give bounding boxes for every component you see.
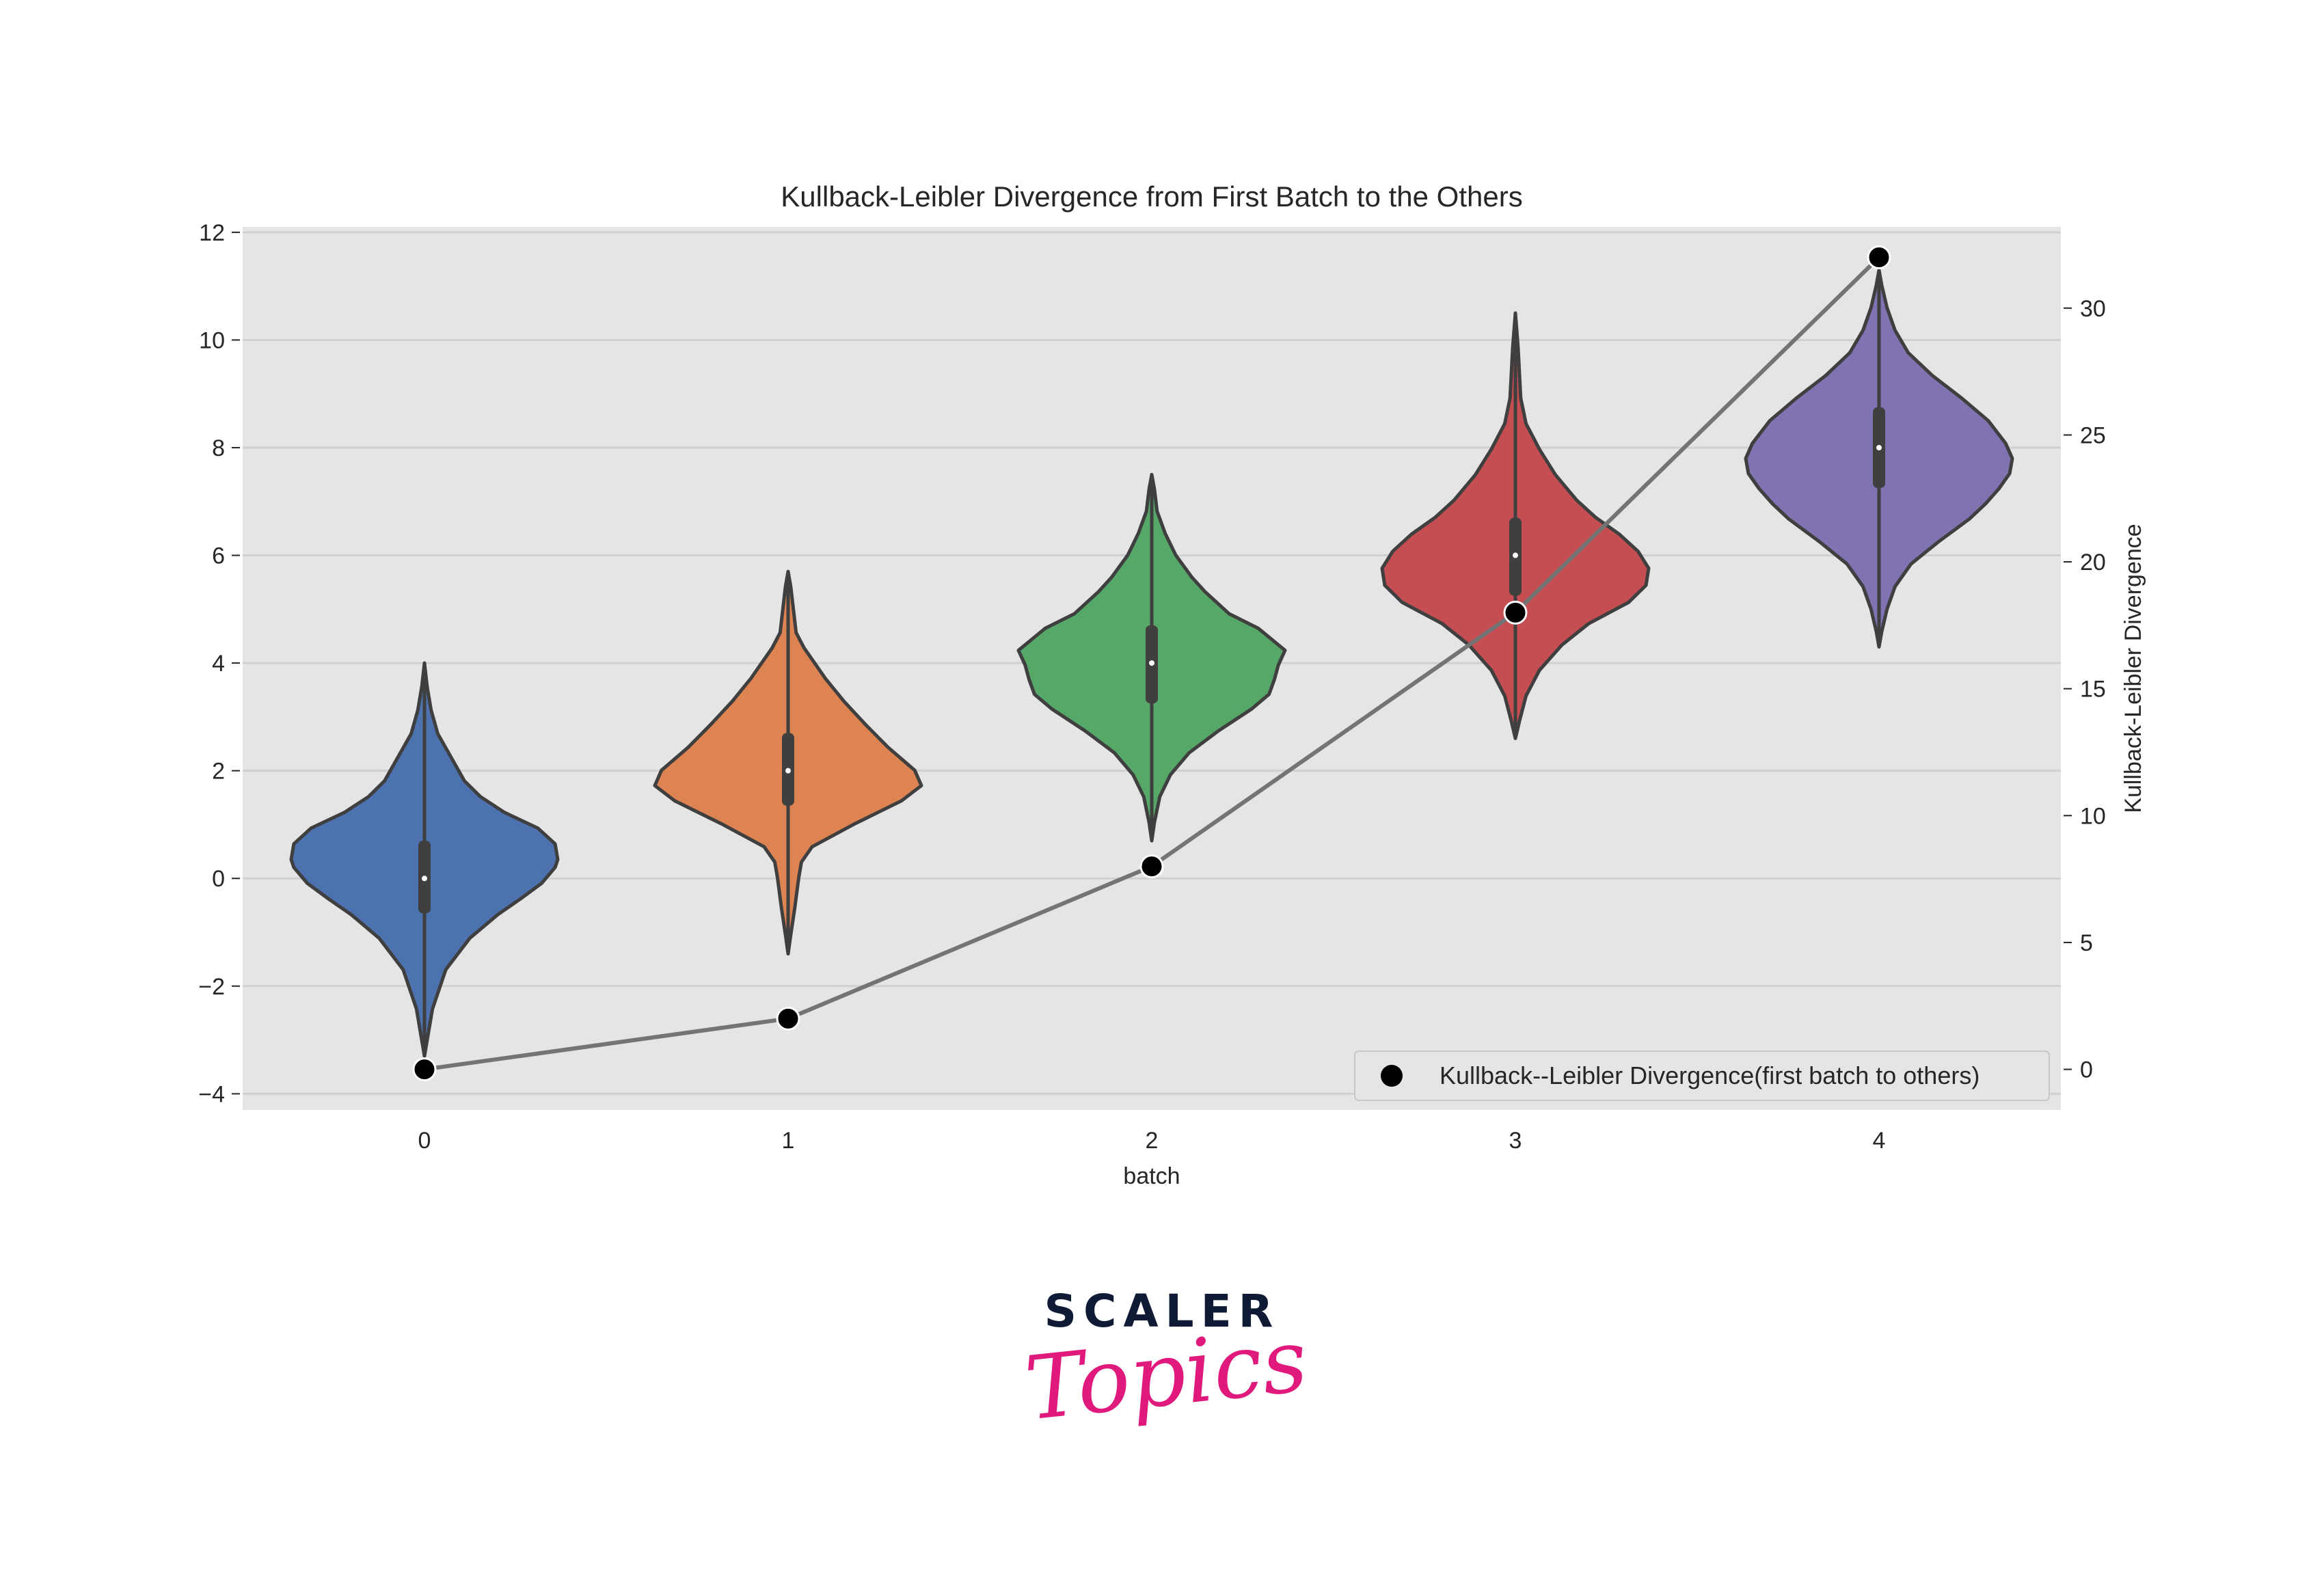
kl-point-0 <box>412 1057 437 1082</box>
violin-median-4 <box>1876 445 1882 450</box>
kl-point-2 <box>1139 854 1164 879</box>
violin-median-1 <box>785 768 791 774</box>
logo-top-text: SCALER <box>1044 1285 1280 1338</box>
violin-median-2 <box>1149 660 1154 666</box>
x-tick-label: 1 <box>782 1128 795 1154</box>
right-y-tick-label: 30 <box>2080 296 2106 322</box>
left-y-tick-label: −4 <box>198 1081 225 1107</box>
scaler-topics-logo: SCALER Topics <box>1021 1285 1312 1476</box>
left-y-tick-label: −2 <box>198 974 225 1000</box>
legend: Kullback--Leibler Divergence(first batch… <box>1354 1050 2050 1101</box>
x-axis-label: batch <box>1123 1163 1180 1189</box>
legend-marker <box>1381 1065 1403 1087</box>
left-y-tick-label: 10 <box>199 327 225 353</box>
kl-point-3 <box>1503 600 1528 625</box>
right-y-tick-label: 0 <box>2080 1057 2093 1083</box>
right-y-tick-label: 5 <box>2080 930 2093 956</box>
right-y-tick-label: 15 <box>2080 677 2106 703</box>
right-y-axis-label: Kullback-Leibler Divergence <box>2120 524 2146 813</box>
left-y-tick-label: 2 <box>212 759 225 785</box>
x-tick-label: 2 <box>1146 1128 1159 1154</box>
violin-median-3 <box>1513 552 1518 558</box>
legend-label: Kullback--Leibler Divergence(first batch… <box>1440 1061 1980 1089</box>
kl-line-series <box>412 245 1891 1082</box>
left-y-tick-label: 8 <box>212 435 225 461</box>
x-tick-label: 3 <box>1509 1128 1522 1154</box>
legend-box <box>1354 1050 2050 1101</box>
kl-point-4 <box>1867 245 1891 270</box>
right-y-tick-label: 10 <box>2080 803 2106 829</box>
x-tick-label: 4 <box>1873 1128 1886 1154</box>
chart-title: Kullback-Leibler Divergence from First B… <box>781 180 1522 213</box>
left-y-tick-label: 0 <box>212 866 225 892</box>
violin-median-0 <box>422 876 427 882</box>
right-y-tick-label: 20 <box>2080 550 2106 575</box>
violins <box>289 268 2014 1058</box>
left-y-tick-label: 12 <box>199 220 225 246</box>
left-y-tick-label: 6 <box>212 543 225 569</box>
left-y-tick-label: 4 <box>212 651 225 677</box>
kl-point-1 <box>776 1006 800 1031</box>
right-y-tick-label: 25 <box>2080 422 2106 448</box>
x-tick-label: 0 <box>418 1128 431 1154</box>
